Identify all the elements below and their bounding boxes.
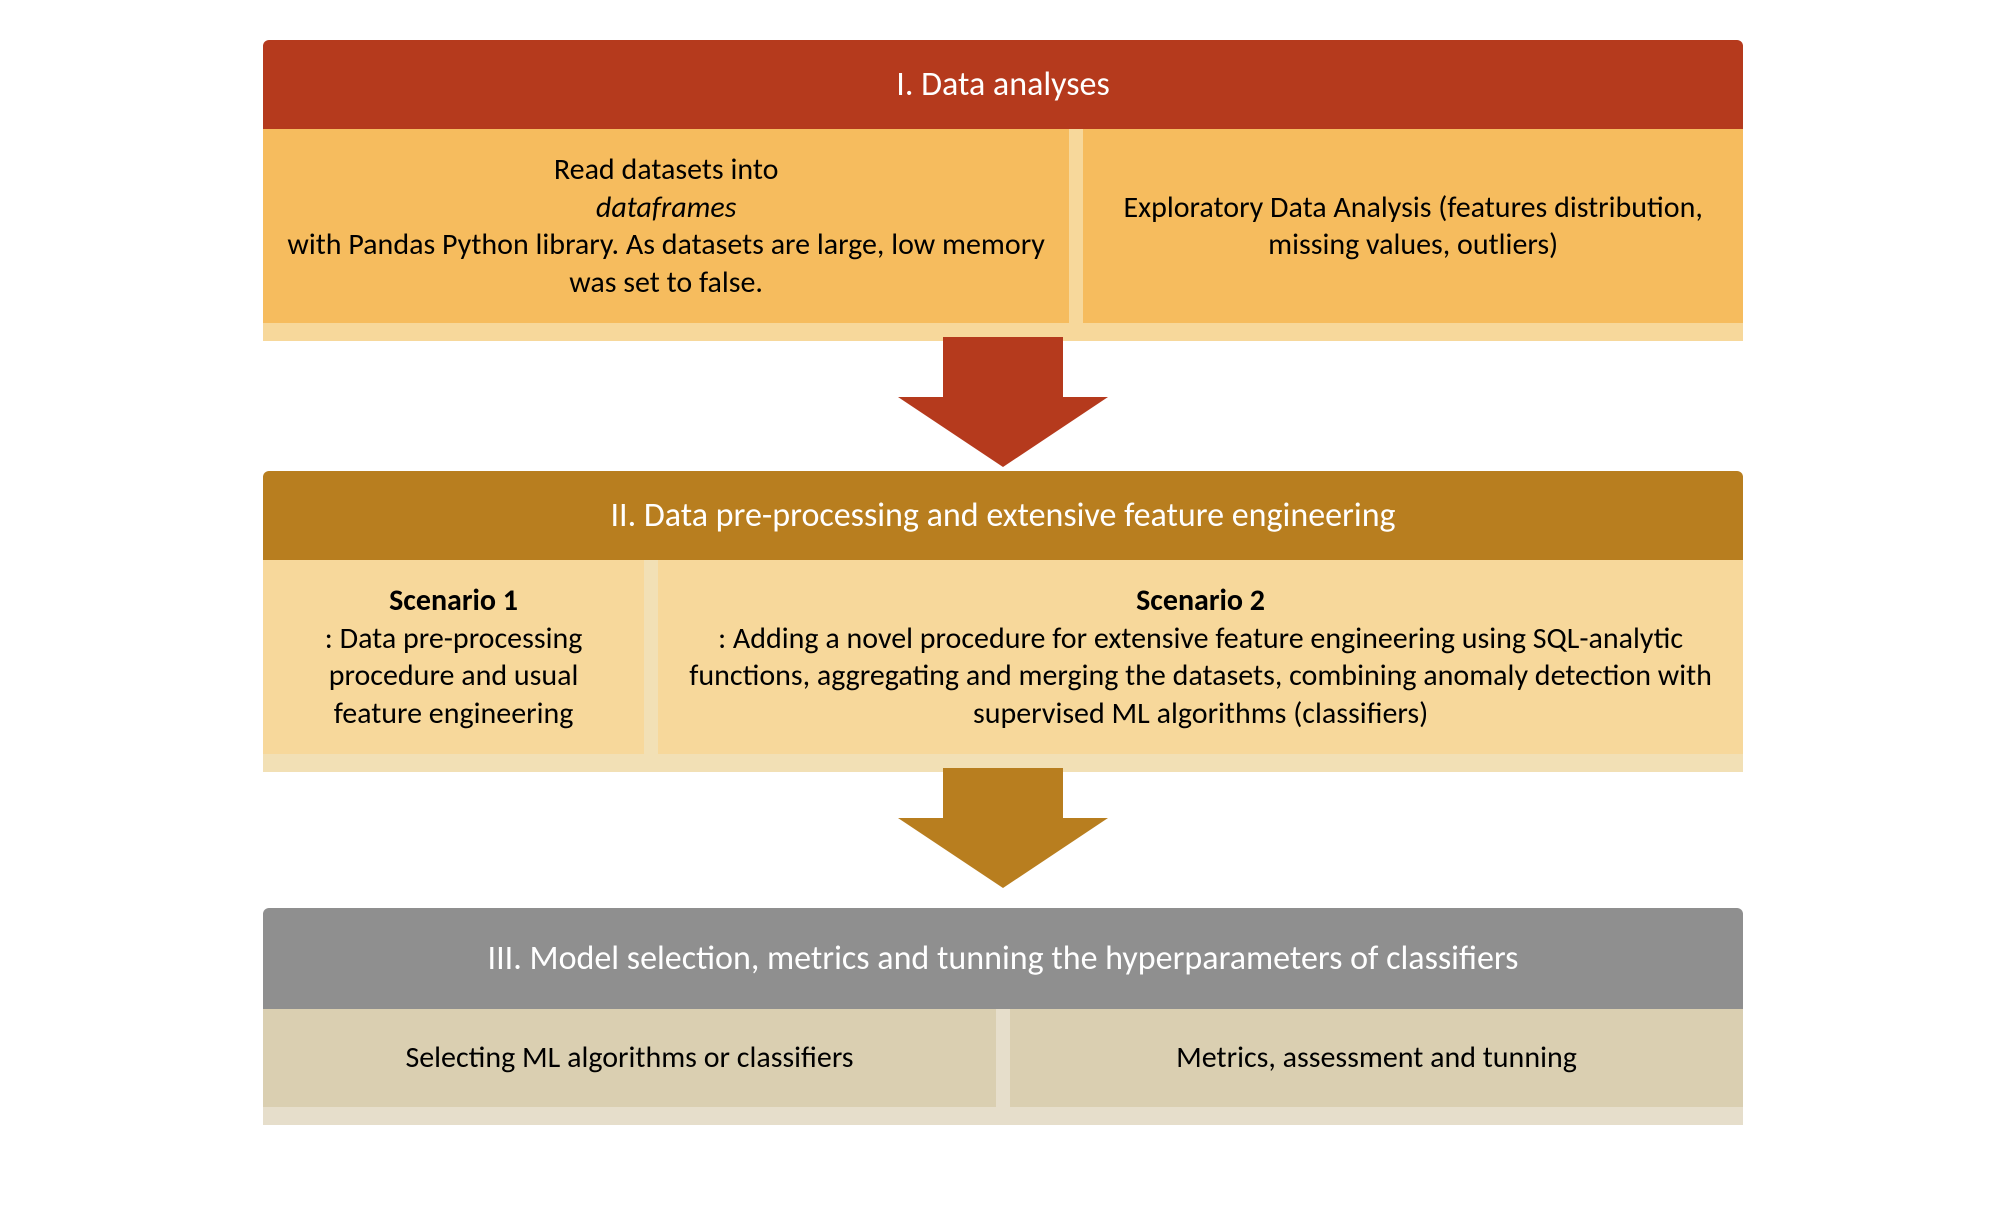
stage-2-header: II. Data pre-processing and extensive fe…: [263, 471, 1743, 560]
stage-3-cell-metrics: Metrics, assessment and tunning: [1010, 1009, 1743, 1107]
stage-3-body: Selecting ML algorithms or classifiers M…: [263, 1009, 1743, 1125]
stage-2-body: Scenario 1: Data pre-processing procedur…: [263, 560, 1743, 772]
down-arrow-icon: [898, 337, 1108, 467]
stage-1-cell-read-datasets: Read datasets into dataframes with Panda…: [263, 129, 1069, 323]
workflow-diagram: I. Data analyses Read datasets into data…: [263, 40, 1743, 1125]
stage-3: III. Model selection, metrics and tunnin…: [263, 908, 1743, 1125]
stage-1-body: Read datasets into dataframes with Panda…: [263, 129, 1743, 341]
stage-2-cell-scenario-2: Scenario 2: Adding a novel procedure for…: [658, 560, 1743, 754]
stage-3-cell-selecting: Selecting ML algorithms or classifiers: [263, 1009, 996, 1107]
arrow-2: [263, 768, 1743, 888]
stage-1-header: I. Data analyses: [263, 40, 1743, 129]
down-arrow-icon: [898, 768, 1108, 888]
stage-1-cell-eda: Exploratory Data Analysis (features dist…: [1083, 129, 1743, 323]
stage-3-header: III. Model selection, metrics and tunnin…: [263, 908, 1743, 1009]
stage-2: II. Data pre-processing and extensive fe…: [263, 471, 1743, 772]
stage-1: I. Data analyses Read datasets into data…: [263, 40, 1743, 341]
stage-2-cell-scenario-1: Scenario 1: Data pre-processing procedur…: [263, 560, 644, 754]
arrow-1: [263, 337, 1743, 467]
